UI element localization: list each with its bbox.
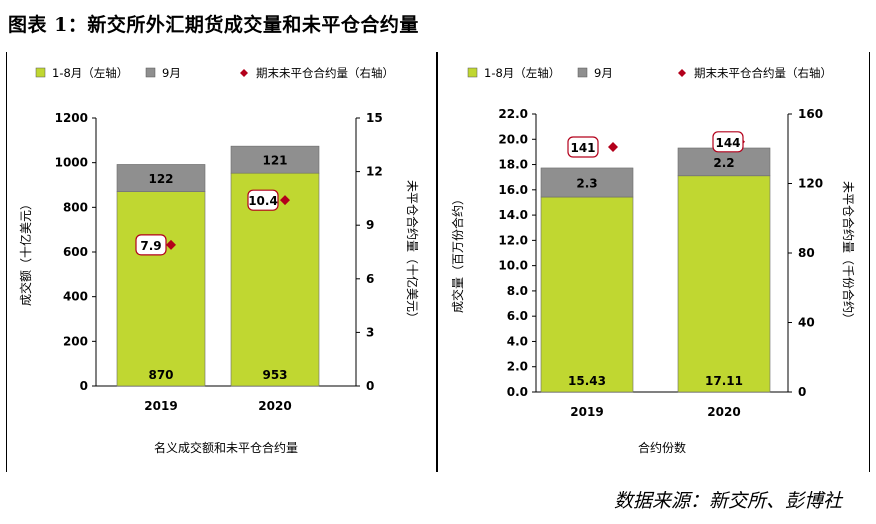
y2-tick-label: 120 — [798, 177, 823, 191]
y-tick-label: 600 — [63, 245, 88, 259]
y-tick-label: 18.0 — [498, 158, 528, 172]
y2-tick-label: 160 — [798, 107, 823, 121]
bar-sep — [540, 167, 634, 198]
bar-jan-aug-label: 870 — [148, 368, 173, 382]
legend-jan-aug-swatch — [467, 67, 478, 78]
data-source: 数据来源：新交所、彭博社 — [613, 490, 842, 512]
y2-tick-label: 15 — [366, 111, 383, 125]
bar-jan-aug-label: 15.43 — [568, 374, 606, 388]
chart-frame — [6, 52, 870, 472]
y-tick-label: 0 — [80, 379, 88, 393]
y2-tick-label: 6 — [366, 272, 374, 286]
y-tick-label: 400 — [63, 290, 88, 304]
y-tick-label: 0.0 — [507, 385, 528, 399]
y2-tick-label: 3 — [366, 325, 374, 339]
x-tick-label: 2019 — [570, 405, 603, 419]
y2-tick-label: 9 — [366, 218, 374, 232]
panel-caption: 名义成交额和未平仓合约量 — [154, 440, 298, 455]
y-tick-label: 14.0 — [498, 208, 528, 222]
legend-label: 1-8月（左轴） — [52, 66, 128, 80]
bar-jan-aug — [116, 191, 206, 387]
legend-label: 9月 — [162, 66, 181, 80]
y-tick-label: 12.0 — [498, 233, 528, 247]
bar-jan-aug-label: 953 — [262, 368, 287, 382]
legend-sep-swatch — [577, 67, 588, 78]
y2-tick-label: 0 — [366, 379, 374, 393]
y-tick-label: 8.0 — [507, 284, 528, 298]
bar-sep-label: 122 — [148, 172, 173, 186]
legend-label: 期末未平仓合约量（右轴） — [694, 66, 832, 80]
y2-tick-label: 0 — [798, 385, 806, 399]
oi-label: 141 — [570, 141, 595, 155]
bar-sep-label: 2.2 — [713, 156, 734, 170]
x-tick-label: 2020 — [707, 405, 740, 419]
oi-label-box — [712, 131, 744, 153]
oi-label-box — [247, 189, 279, 211]
y-tick-label: 10.0 — [498, 259, 528, 273]
panel-caption: 合约份数 — [638, 440, 686, 455]
bar-sep-label: 121 — [262, 154, 287, 168]
x-tick-label: 2020 — [258, 399, 291, 413]
y2-axis-title: 未平仓合约量（千份合约） — [841, 181, 856, 325]
y-tick-label: 6.0 — [507, 309, 528, 323]
bar-jan-aug-label: 17.11 — [705, 374, 743, 388]
y-tick-label: 1200 — [55, 111, 88, 125]
y2-tick-label: 12 — [366, 165, 383, 179]
y-axis-title: 成交额（十亿美元） — [18, 198, 33, 306]
x-tick-label: 2019 — [144, 399, 177, 413]
y-tick-label: 800 — [63, 200, 88, 214]
y-tick-label: 200 — [63, 334, 88, 348]
oi-label-box — [135, 234, 167, 256]
legend-jan-aug-swatch — [35, 67, 46, 78]
oi-label-box — [567, 136, 599, 158]
oi-label: 7.9 — [140, 239, 161, 253]
legend-label: 1-8月（左轴） — [484, 66, 560, 80]
oi-marker — [608, 142, 618, 153]
oi-label: 144 — [715, 136, 740, 150]
bar-sep — [116, 164, 206, 192]
legend-oi-marker — [240, 69, 248, 77]
notional-volume-chart: 1-8月（左轴） 9月 期末未平仓合约量（右轴） 0 200 400 600 800 1000 1… — [18, 66, 420, 455]
y2-axis-title: 未平仓合约量（十亿美元） — [405, 180, 420, 324]
y-tick-label: 20.0 — [498, 132, 528, 146]
bar-jan-aug — [677, 175, 771, 393]
legend-oi-marker — [678, 69, 686, 77]
legend-sep-swatch — [145, 67, 156, 78]
y2-tick-label: 80 — [798, 246, 815, 260]
y-tick-label: 22.0 — [498, 107, 528, 121]
y-tick-label: 1000 — [55, 156, 88, 170]
contracts-volume-chart: 1-8月（左轴） 9月 期末未平仓合约量（右轴） 0.0 2.0 4.0 6.0 8.0 10.… — [450, 66, 856, 455]
panel-divider — [436, 52, 438, 472]
y-axis-title: 成交量（百万份合约） — [450, 193, 465, 313]
y-tick-label: 2.0 — [507, 360, 528, 374]
y-tick-label: 4.0 — [507, 334, 528, 348]
y2-tick-label: 40 — [798, 316, 815, 330]
legend-label: 9月 — [594, 66, 613, 80]
legend-label: 期末未平仓合约量（右轴） — [256, 66, 394, 80]
oi-marker — [280, 195, 290, 206]
bar-jan-aug — [540, 196, 634, 393]
bar-sep-label: 2.3 — [576, 176, 597, 190]
y-tick-label: 16.0 — [498, 183, 528, 197]
figure-title: 图表 1：新交所外汇期货成交量和未平仓合约量 — [8, 14, 419, 36]
oi-marker — [166, 239, 176, 250]
bar-sep — [230, 145, 320, 174]
oi-label: 10.4 — [248, 194, 278, 208]
